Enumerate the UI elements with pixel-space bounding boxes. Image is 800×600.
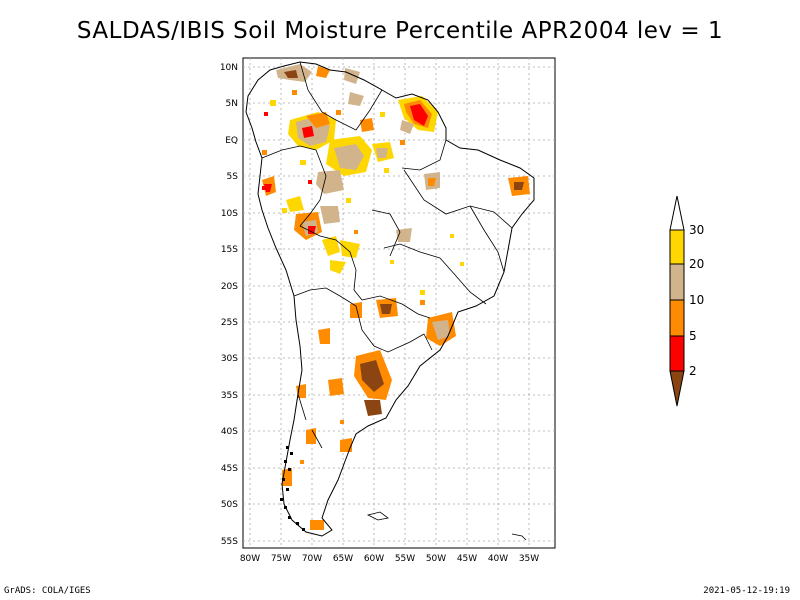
- lon-label: 40W: [488, 554, 508, 564]
- legend-swatch-2-5: [669, 335, 685, 372]
- lat-label: 30S: [221, 354, 238, 364]
- latitude-labels: 10N 5N EQ 5S 10S 15S 20S 25S 30S 35S 40S…: [220, 63, 238, 547]
- lat-label: 20S: [221, 282, 238, 292]
- south-georgia: [511, 533, 527, 541]
- lon-label: 65W: [333, 554, 353, 564]
- lat-label: 10S: [221, 209, 238, 219]
- lon-label: 75W: [271, 554, 291, 564]
- lon-label: 35W: [519, 554, 539, 564]
- lat-label: 10N: [220, 63, 238, 73]
- legend-swatch-20-30: [669, 229, 685, 265]
- legend-swatch-below-2: [669, 370, 685, 407]
- lat-label: 55S: [221, 537, 238, 547]
- lon-label: 50W: [426, 554, 446, 564]
- legend-label: 10: [689, 293, 704, 307]
- legend-swatch-above-30: [669, 195, 685, 231]
- lat-label: 50S: [221, 500, 238, 510]
- lat-label: 5S: [227, 172, 239, 182]
- legend-label: 20: [689, 257, 704, 271]
- lon-label: 70W: [302, 554, 322, 564]
- percentile-shading: [262, 64, 530, 530]
- lon-label: 45W: [457, 554, 477, 564]
- lat-label: 40S: [221, 427, 238, 437]
- legend-label: 30: [689, 223, 704, 237]
- legend-swatch-5-10: [669, 299, 685, 337]
- map-frame: [242, 57, 556, 549]
- longitude-labels: 80W 75W 70W 65W 60W 55W 50W 45W 40W 35W: [240, 554, 539, 564]
- lat-label: 5N: [226, 99, 238, 109]
- country-borders: [261, 61, 513, 449]
- grads-credit: GrADS: COLA/IGES: [4, 586, 91, 596]
- lon-label: 55W: [395, 554, 415, 564]
- legend-swatch-10-20: [669, 263, 685, 301]
- legend-label: 5: [689, 329, 697, 343]
- lat-label: 35S: [221, 391, 238, 401]
- lon-label: 60W: [364, 554, 384, 564]
- continent-outline: [245, 61, 535, 537]
- color-legend: 30 20 10 5 2: [669, 195, 704, 407]
- map-title: SALDAS/IBIS Soil Moisture Percentile APR…: [76, 18, 724, 44]
- falkland-islands: [366, 511, 389, 521]
- lat-label: 25S: [221, 318, 238, 328]
- lat-label: EQ: [225, 136, 238, 146]
- lat-label: 45S: [221, 464, 238, 474]
- legend-label: 2: [689, 364, 697, 378]
- graticule: [243, 58, 555, 548]
- chile-fjords: [280, 446, 305, 531]
- timestamp: 2021-05-12-19:19: [703, 586, 790, 596]
- lon-label: 80W: [240, 554, 260, 564]
- lat-label: 15S: [221, 245, 238, 255]
